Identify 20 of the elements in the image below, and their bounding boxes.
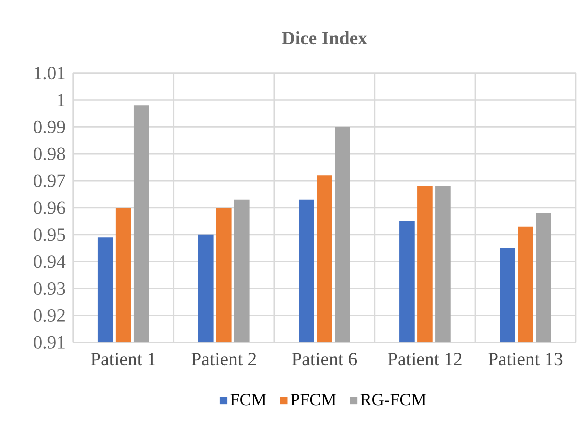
- legend-label: FCM: [230, 394, 266, 406]
- y-tick-label: 1.01: [34, 66, 65, 80]
- legend-label: PFCM: [290, 394, 336, 406]
- x-tick-label: Patient 12: [388, 353, 462, 366]
- y-tick-label: 1: [58, 94, 65, 106]
- y-tick-label: 0.99: [34, 120, 66, 134]
- y-tick-label: 0.91: [34, 336, 65, 350]
- y-tick-label: 0.96: [34, 202, 66, 214]
- y-tick-label: 0.92: [34, 309, 65, 322]
- y-tick-label: 0.95: [34, 228, 66, 242]
- y-tick-label: 0.98: [34, 148, 66, 160]
- x-tick-label: Patient 2: [192, 353, 256, 366]
- x-tick-label: Patient 1: [91, 353, 156, 366]
- y-tick-label: 0.94: [34, 256, 66, 268]
- chart-title: Dice Index: [282, 31, 368, 45]
- x-tick-label: Patient 13: [488, 353, 563, 366]
- x-tick-label: Patient 6: [292, 353, 358, 366]
- legend-label: RG-FCM: [360, 394, 426, 406]
- y-tick-label: 0.97: [34, 174, 66, 188]
- y-tick-label: 0.93: [34, 282, 66, 296]
